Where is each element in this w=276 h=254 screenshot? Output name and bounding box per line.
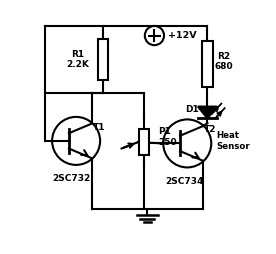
Text: R1
2.2K: R1 2.2K xyxy=(66,50,89,69)
Text: 2SC734: 2SC734 xyxy=(166,177,204,186)
Bar xyxy=(202,41,213,87)
Text: T2: T2 xyxy=(204,125,216,134)
Text: R2
680: R2 680 xyxy=(214,52,233,71)
Text: Heat
Sensor: Heat Sensor xyxy=(216,131,250,151)
Text: T1: T1 xyxy=(92,122,105,132)
Bar xyxy=(98,39,108,80)
Text: +12V: +12V xyxy=(168,31,196,40)
Circle shape xyxy=(52,117,100,165)
Bar xyxy=(139,129,149,155)
Circle shape xyxy=(163,119,211,167)
Text: P1
250: P1 250 xyxy=(158,128,177,147)
Polygon shape xyxy=(198,107,217,118)
Circle shape xyxy=(145,26,164,45)
Text: D1: D1 xyxy=(185,105,199,115)
Text: 2SC732: 2SC732 xyxy=(52,174,90,183)
